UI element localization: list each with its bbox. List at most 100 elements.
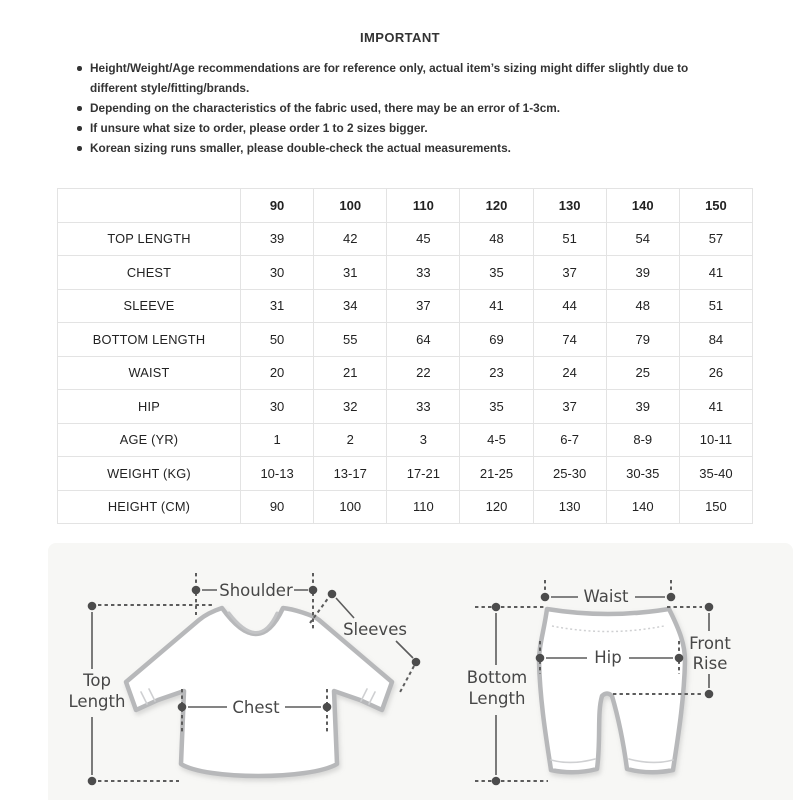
front-rise-measure: Front Rise [613,602,731,699]
sleeves-measure: Sleeves [309,589,421,695]
table-cell: 150 [678,489,754,524]
column-header-120: 120 [459,188,534,223]
table-cell: 23 [459,355,534,390]
table-cell: 39 [605,255,680,290]
shoulder-dot-left [191,585,201,595]
table-row-top-length: TOP LENGTH 39 42 45 48 51 54 57 [57,221,754,256]
table-cell: 22 [386,355,461,390]
table-cell: 54 [605,221,680,256]
sleeves-label: Sleeves [343,620,407,639]
front-rise-guide-lines [613,606,702,695]
table-cell: 74 [532,322,607,357]
table-cell: 140 [605,489,680,524]
table-cell: 24 [532,355,607,390]
top-length-dot-bottom [87,776,97,786]
row-label: HIP [57,389,241,424]
front-rise-dot-bottom [704,689,714,699]
table-cell: 45 [386,221,461,256]
note-item: If unsure what size to order, please ord… [75,118,732,138]
table-row-age: AGE (YR) 1 2 3 4-5 6-7 8-9 10-11 [57,422,754,457]
table-cell: 120 [459,489,534,524]
notes-list: Height/Weight/Age recommendations are fo… [75,58,732,158]
bottom-length-dot-bottom [491,776,501,786]
table-cell: 25 [605,355,680,390]
hip-dot-left [535,653,545,663]
table-row-hip: HIP 30 32 33 35 37 39 41 [57,389,754,424]
table-cell: 10-11 [678,422,754,457]
bottom-length-dot-top [491,602,501,612]
table-cell: 33 [386,389,461,424]
shoulder-measure: Shoulder [191,573,318,631]
table-cell: 3 [386,422,461,457]
table-cell: 51 [532,221,607,256]
bottom-length-label-line2: Length [469,689,526,708]
table-cell: 69 [459,322,534,357]
table-cell: 21 [313,355,388,390]
row-label: WAIST [57,355,241,390]
measurement-diagram-panel: Shoulder Sleeves Top Length Chest [48,543,793,800]
waist-guide-lines [544,580,672,592]
top-length-measure: Top Length [69,601,213,786]
sleeves-dot-top [327,589,337,599]
chest-dot-left [177,702,187,712]
bottom-length-measure: Bottom Length [467,602,548,786]
table-cell: 33 [386,255,461,290]
table-row-height: HEIGHT (CM) 90 100 110 120 130 140 150 [57,489,754,524]
table-cell: 21-25 [459,456,534,491]
sleeves-guide-lines [309,596,415,695]
table-cell: 39 [239,221,315,256]
table-row-sleeve: SLEEVE 31 34 37 41 44 48 51 [57,288,754,323]
chest-measure: Chest [177,689,332,734]
table-cell: 37 [532,389,607,424]
waist-dot-right [666,592,676,602]
front-rise-dot-top [704,602,714,612]
top-length-label-line1: Top [82,671,111,690]
table-cell: 20 [239,355,315,390]
front-rise-label-line1: Front [689,634,731,653]
table-cell: 57 [678,221,754,256]
table-cell: 13-17 [313,456,388,491]
bottom-length-label-line1: Bottom [467,668,528,687]
row-label: TOP LENGTH [57,221,241,256]
table-cell: 110 [386,489,461,524]
table-cell: 1 [239,422,315,457]
column-header-100: 100 [313,188,388,223]
table-cell: 48 [605,288,680,323]
table-cell: 25-30 [532,456,607,491]
table-cell: 30 [239,389,315,424]
hip-dot-right [674,653,684,663]
table-cell: 50 [239,322,315,357]
bottom-length-guide-lines [475,606,548,782]
table-cell: 44 [532,288,607,323]
row-label: BOTTOM LENGTH [57,322,241,357]
table-cell: 55 [313,322,388,357]
table-cell: 30-35 [605,456,680,491]
table-row-bottom-length: BOTTOM LENGTH 50 55 64 69 74 79 84 [57,322,754,357]
table-cell: 48 [459,221,534,256]
table-cell: 17-21 [386,456,461,491]
note-item: Korean sizing runs smaller, please doubl… [75,138,732,158]
table-cell: 37 [386,288,461,323]
row-label: WEIGHT (KG) [57,456,241,491]
pants-waistband-stitch [551,625,665,633]
row-label: CHEST [57,255,241,290]
top-length-guide-lines [98,604,213,782]
chest-label: Chest [232,698,280,717]
table-cell: 30 [239,255,315,290]
table-cell: 79 [605,322,680,357]
table-cell: 35-40 [678,456,754,491]
pants-cuff-lines [550,758,674,764]
top-length-dot-top [87,601,97,611]
table-cell: 10-13 [239,456,315,491]
pants-outline-icon [536,606,688,775]
column-header-90: 90 [239,188,315,223]
table-cell: 8-9 [605,422,680,457]
hip-measure: Hip [535,641,684,674]
shoulder-label: Shoulder [219,581,293,600]
shirt-cuff-ribbing [140,688,376,705]
shirt-collar-icon [227,611,279,634]
shirt-illustration [123,605,395,779]
chest-guide-lines [181,689,328,734]
table-header-row: 90 100 110 120 130 140 150 [57,188,754,223]
table-row-chest: CHEST 30 31 33 35 37 39 41 [57,255,754,290]
